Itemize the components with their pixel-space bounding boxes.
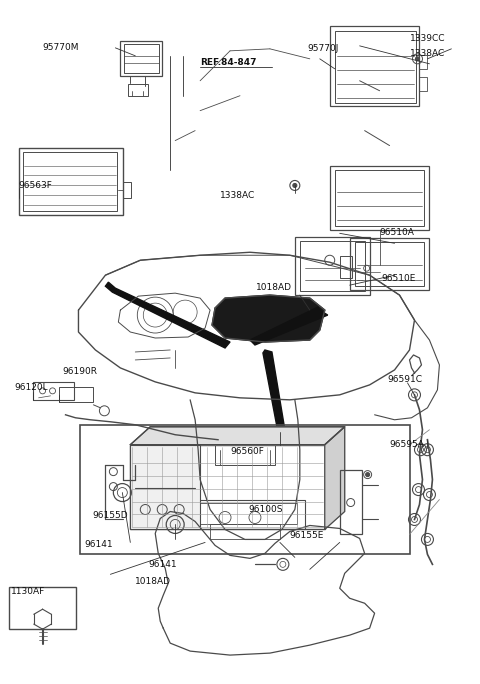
- Bar: [120, 41, 162, 76]
- Text: 96120L: 96120L: [15, 383, 48, 393]
- Bar: [330, 26, 420, 106]
- Bar: [300, 241, 365, 291]
- Text: 96141: 96141: [148, 560, 177, 569]
- Bar: [210, 525, 280, 540]
- Text: 1339CC: 1339CC: [409, 34, 445, 43]
- Text: 96591C: 96591C: [387, 376, 422, 384]
- Text: REF.84-847: REF.84-847: [200, 58, 257, 67]
- Text: 1018AD: 1018AD: [256, 282, 292, 291]
- Text: 1338AC: 1338AC: [409, 49, 445, 58]
- Text: 96141: 96141: [84, 540, 113, 549]
- Circle shape: [416, 57, 420, 61]
- Bar: [192, 503, 297, 525]
- Bar: [130, 445, 325, 529]
- Bar: [420, 55, 428, 69]
- Polygon shape: [250, 307, 328, 345]
- Text: 95770J: 95770J: [308, 44, 339, 53]
- Bar: [330, 166, 430, 231]
- Polygon shape: [263, 350, 285, 432]
- Bar: [335, 170, 424, 226]
- Bar: [19, 148, 123, 215]
- Bar: [420, 77, 428, 91]
- Bar: [59, 387, 94, 402]
- Text: 96190R: 96190R: [62, 367, 97, 376]
- Bar: [9, 588, 76, 629]
- Text: 96100S: 96100S: [248, 505, 282, 514]
- Bar: [33, 382, 74, 400]
- Polygon shape: [325, 427, 345, 529]
- Circle shape: [366, 473, 370, 477]
- Bar: [23, 152, 117, 211]
- Bar: [128, 83, 148, 96]
- Text: 96563F: 96563F: [19, 181, 52, 190]
- Text: 95770M: 95770M: [43, 43, 79, 53]
- Text: 96560F: 96560F: [230, 447, 264, 456]
- Bar: [124, 44, 159, 73]
- Bar: [130, 445, 200, 529]
- Text: 1018AD: 1018AD: [135, 577, 171, 586]
- Text: 96155D: 96155D: [93, 511, 128, 520]
- Polygon shape: [212, 295, 325, 342]
- Text: 96595A: 96595A: [390, 440, 424, 449]
- Polygon shape: [130, 427, 345, 445]
- Bar: [215, 430, 275, 464]
- Bar: [340, 256, 352, 278]
- Bar: [123, 183, 132, 198]
- Bar: [335, 31, 417, 103]
- Circle shape: [307, 307, 313, 313]
- Bar: [340, 470, 361, 534]
- Bar: [295, 237, 370, 295]
- Circle shape: [293, 183, 297, 187]
- Bar: [185, 499, 305, 529]
- Text: 96155E: 96155E: [290, 531, 324, 540]
- Text: 1130AF: 1130AF: [11, 587, 45, 596]
- Text: 96510E: 96510E: [382, 274, 416, 282]
- Polygon shape: [106, 282, 230, 348]
- Bar: [350, 238, 430, 290]
- Bar: [81, 425, 409, 555]
- Text: 96510A: 96510A: [380, 228, 414, 237]
- Bar: [355, 242, 424, 286]
- Text: 1338AC: 1338AC: [220, 191, 255, 200]
